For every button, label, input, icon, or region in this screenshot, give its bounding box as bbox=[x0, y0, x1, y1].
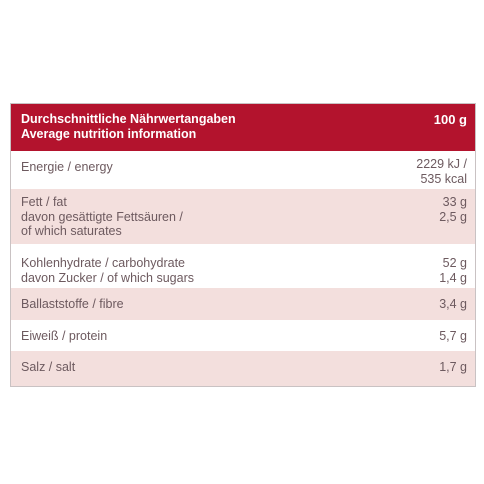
protein-value: 5,7 g bbox=[439, 329, 467, 343]
protein-label: Eiweiß / protein bbox=[21, 329, 108, 343]
row-value: 3,4 g bbox=[439, 297, 467, 312]
sugars-value: 1,4 g bbox=[439, 270, 467, 285]
row-fat: Fett / fat davon gesättigte Fettsäuren /… bbox=[11, 188, 475, 244]
header-title-en: Average nutrition information bbox=[21, 127, 197, 141]
table-header: Durchschnittliche Nährwertangaben Averag… bbox=[11, 104, 475, 151]
row-label: Fett / fat davon gesättigte Fettsäuren /… bbox=[21, 195, 183, 239]
saturates-value: 2,5 g bbox=[439, 209, 467, 224]
saturates-label-en: of which saturates bbox=[21, 224, 122, 238]
row-salt: Salz / salt 1,7 g bbox=[11, 350, 475, 386]
header-per-100g: 100 g bbox=[433, 112, 467, 127]
row-energy: Energie / energy 2229 kJ / 535 kcal bbox=[11, 151, 475, 188]
energy-kj: 2229 kJ / bbox=[416, 157, 467, 171]
carbohydrate-label: Kohlenhydrate / carbohydrate bbox=[21, 256, 185, 270]
carbohydrate-value: 52 g bbox=[442, 256, 467, 270]
row-label: Energie / energy bbox=[21, 158, 113, 175]
salt-label: Salz / salt bbox=[21, 360, 76, 374]
row-protein: Eiweiß / protein 5,7 g bbox=[11, 320, 475, 350]
fat-value: 33 g bbox=[442, 195, 467, 209]
row-value: 2229 kJ / 535 kcal bbox=[416, 157, 467, 186]
row-carbohydrate: Kohlenhydrate / carbohydrate davon Zucke… bbox=[11, 244, 475, 287]
row-value: 5,7 g bbox=[439, 329, 467, 344]
header-label: Durchschnittliche Nährwertangaben Averag… bbox=[21, 112, 236, 142]
row-value: 33 g 2,5 g bbox=[439, 195, 467, 224]
salt-value: 1,7 g bbox=[439, 360, 467, 374]
header-title-de: Durchschnittliche Nährwertangaben bbox=[21, 112, 236, 126]
saturates-label-de: davon gesättigte Fettsäuren / bbox=[21, 209, 183, 224]
row-label: Kohlenhydrate / carbohydrate davon Zucke… bbox=[21, 256, 194, 285]
row-label: Eiweiß / protein bbox=[21, 329, 107, 344]
row-value: 52 g 1,4 g bbox=[439, 256, 467, 285]
row-label: Salz / salt bbox=[21, 360, 75, 375]
fibre-label: Ballaststoffe / fibre bbox=[21, 297, 124, 311]
row-fibre: Ballaststoffe / fibre 3,4 g bbox=[11, 287, 475, 320]
sugars-label: davon Zucker / of which sugars bbox=[21, 270, 194, 285]
nutrition-table: Durchschnittliche Nährwertangaben Averag… bbox=[10, 103, 476, 387]
fibre-value: 3,4 g bbox=[439, 297, 467, 311]
row-value: 1,7 g bbox=[439, 360, 467, 375]
energy-label: Energie / energy bbox=[21, 160, 113, 174]
energy-kcal: 535 kcal bbox=[420, 171, 467, 186]
row-label: Ballaststoffe / fibre bbox=[21, 297, 124, 312]
fat-label: Fett / fat bbox=[21, 195, 67, 209]
